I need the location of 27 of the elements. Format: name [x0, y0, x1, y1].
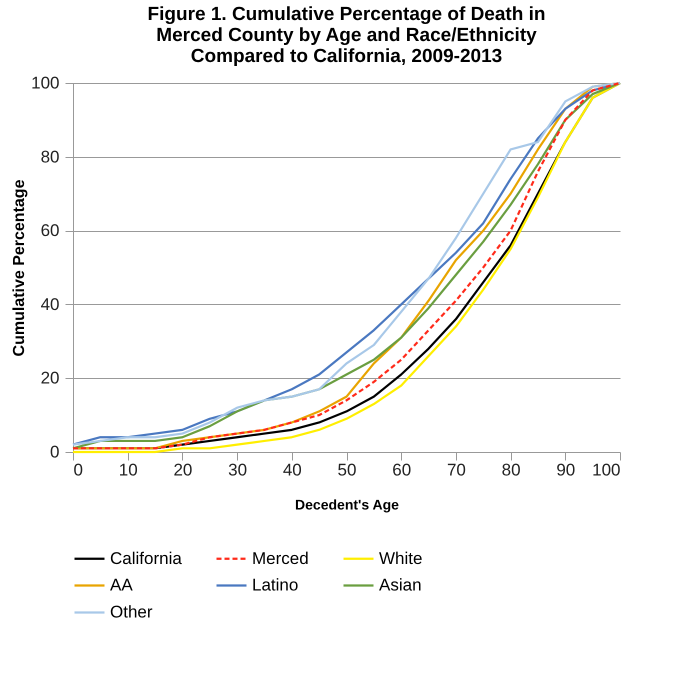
x-axis-title: Decedent's Age — [295, 496, 400, 512]
x-tick-label: 80 — [502, 460, 521, 480]
y-tick-label: 100 — [31, 74, 60, 92]
x-tick-label: 90 — [556, 460, 576, 480]
x-tick-label: 20 — [173, 460, 192, 480]
x-tick-label: 70 — [446, 460, 466, 480]
x-tick-label: 40 — [282, 460, 302, 480]
legend-label: Latino — [252, 576, 298, 594]
y-tick-label: 80 — [40, 147, 60, 166]
y-tick-label: 20 — [40, 368, 60, 388]
legend-label: California — [110, 548, 182, 568]
x-tick-label: 100 — [592, 460, 620, 480]
x-tick-label: 10 — [118, 460, 138, 480]
y-tick-label: 0 — [50, 442, 60, 462]
legend-label: Merced — [252, 548, 309, 568]
legend-label: Asian — [379, 576, 422, 594]
legend-label: Other — [110, 602, 153, 622]
x-tick-label: 60 — [392, 460, 412, 480]
chart-title: Figure 1. Cumulative Percentage of Death in Merced County by Age and Race/Ethnicity Compared to California, 2009-2013 — [147, 4, 546, 67]
x-tick-label: 30 — [228, 460, 248, 480]
legend-label: AA — [110, 576, 134, 594]
x-tick-label: 0 — [74, 460, 83, 480]
y-tick-label: 40 — [40, 294, 60, 314]
x-tick-label: 50 — [338, 460, 356, 480]
y-axis-title: Cumulative Percentage — [11, 179, 28, 356]
legend-label: White — [379, 548, 422, 568]
y-tick-label: 60 — [40, 221, 60, 240]
